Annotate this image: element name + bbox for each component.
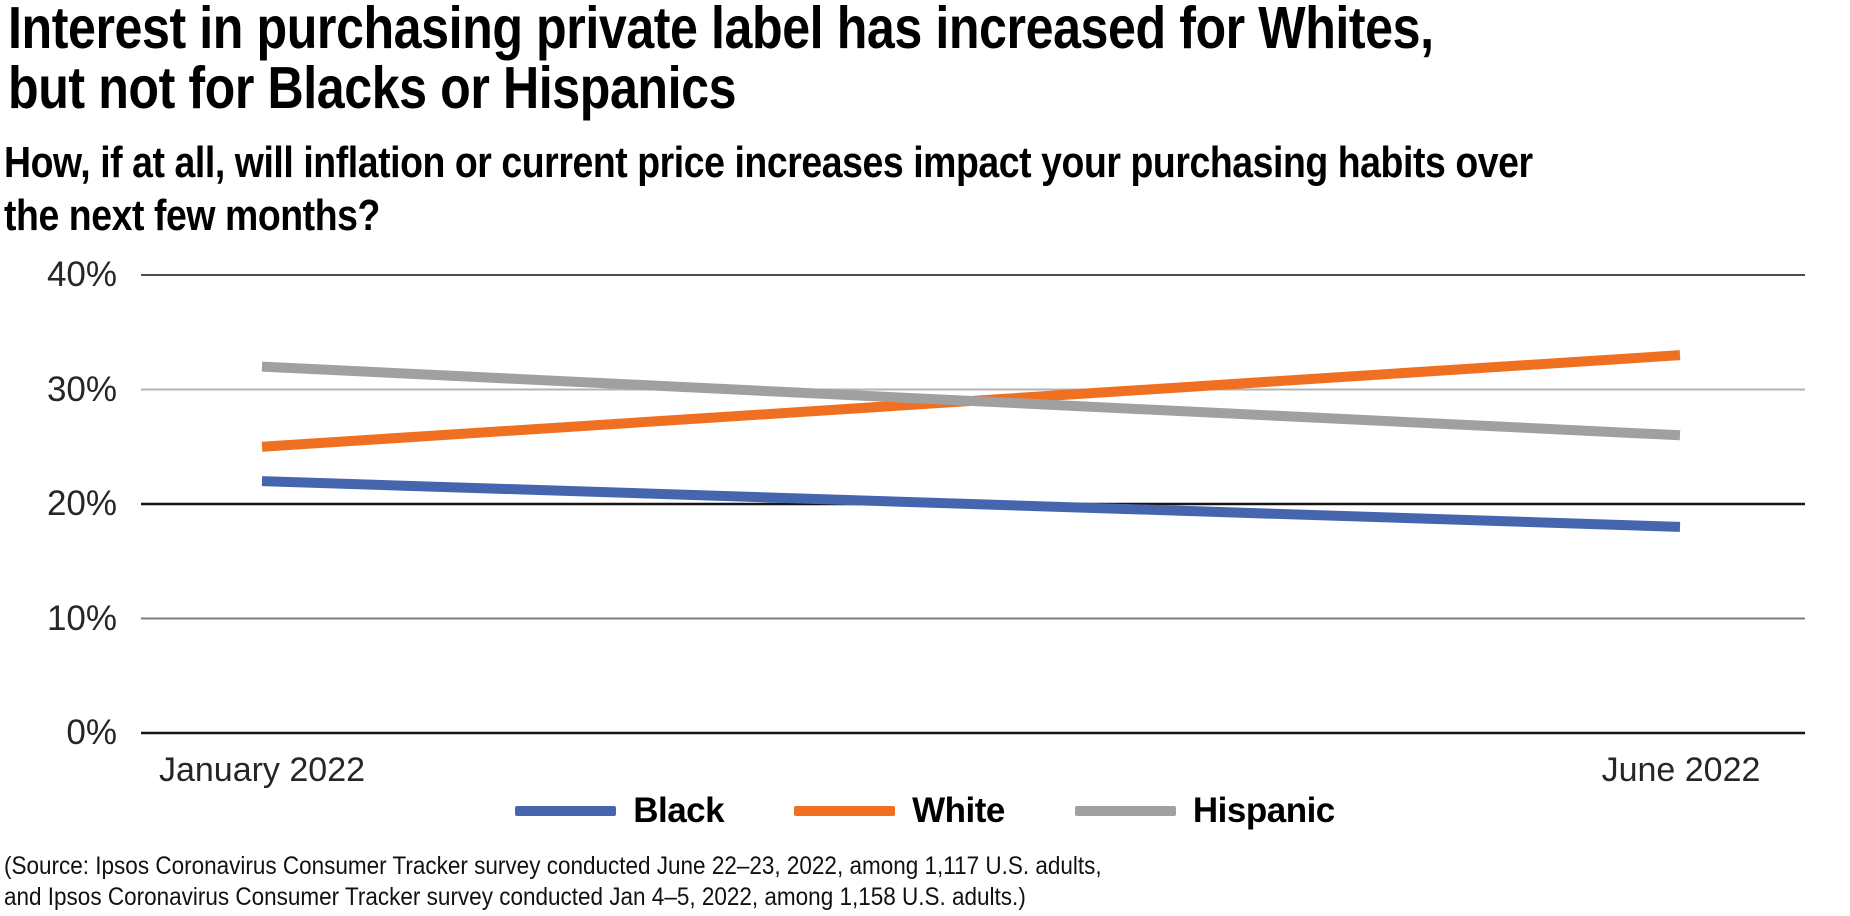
chart-title-line-1: Interest in purchasing private label has… xyxy=(8,0,1434,61)
chart-title-line-2: but not for Blacks or Hispanics xyxy=(8,55,737,121)
series-line-hispanic xyxy=(261,361,1681,441)
chart-subtitle-line-1: How, if at all, will inflation or curren… xyxy=(4,138,1533,187)
source-note: (Source: Ipsos Coronavirus Consumer Trac… xyxy=(4,851,1102,913)
y-tick-label-40: 40% xyxy=(46,255,117,294)
y-tick-label-0: 0% xyxy=(66,713,117,752)
legend-label-white: White xyxy=(912,791,1005,830)
legend-label-hispanic: Hispanic xyxy=(1192,791,1335,830)
x-axis-label-june-2022: June 2022 xyxy=(1601,751,1761,789)
legend-swatch-hispanic xyxy=(1074,806,1176,816)
legend-swatch-black xyxy=(515,806,617,816)
legend-item-black: Black xyxy=(515,791,725,831)
y-tick-label-30: 30% xyxy=(46,369,117,409)
series-line-black xyxy=(261,476,1681,532)
source-note-line-2: and Ipsos Coronavirus Consumer Tracker s… xyxy=(4,883,1026,911)
x-axis-label-january-2022: January 2022 xyxy=(158,751,366,789)
legend-swatch-white xyxy=(794,806,896,816)
legend: Black White Hispanic xyxy=(0,788,1850,834)
y-tick-label-20: 20% xyxy=(46,484,117,523)
legend-label-black: Black xyxy=(633,791,725,830)
source-note-line-1: (Source: Ipsos Coronavirus Consumer Trac… xyxy=(4,852,1102,880)
legend-item-white: White xyxy=(794,791,1005,831)
chart-subtitle: How, if at all, will inflation or curren… xyxy=(4,136,1533,242)
chart-title: Interest in purchasing private label has… xyxy=(8,0,1434,118)
chart-subtitle-line-2: the next few months? xyxy=(4,191,380,240)
legend-item-hispanic: Hispanic xyxy=(1074,791,1335,831)
y-tick-label-10: 10% xyxy=(46,598,117,638)
